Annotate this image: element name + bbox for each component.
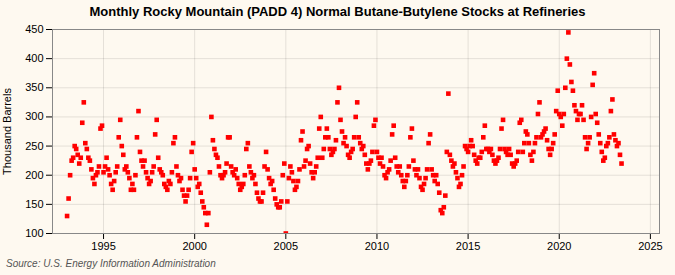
- html-text:Source: U.S. Energy Informatio: Source: U.S. Energy Information Administ…: [6, 258, 216, 269]
- svg-text:1995: 1995: [91, 240, 115, 252]
- svg-text:200: 200: [25, 169, 43, 181]
- html-text:Monthly Rocky Mountain (PADD 4: Monthly Rocky Mountain (PADD 4) Normal B…: [89, 4, 586, 19]
- svg-text:2025: 2025: [638, 240, 662, 252]
- svg-text:2005: 2005: [274, 240, 298, 252]
- svg-text:250: 250: [25, 140, 43, 152]
- svg-text:300: 300: [25, 110, 43, 122]
- svg-text:2015: 2015: [456, 240, 480, 252]
- svg-text:2020: 2020: [547, 240, 571, 252]
- svg-text:450: 450: [25, 23, 43, 35]
- svg-text:350: 350: [25, 81, 43, 93]
- svg-text:2000: 2000: [182, 240, 206, 252]
- svg-text:400: 400: [25, 52, 43, 64]
- svg-text:150: 150: [25, 198, 43, 210]
- svg-text:100: 100: [25, 227, 43, 239]
- svg-text:2010: 2010: [365, 240, 389, 252]
- svg-text:Thousand Barrels: Thousand Barrels: [1, 88, 13, 175]
